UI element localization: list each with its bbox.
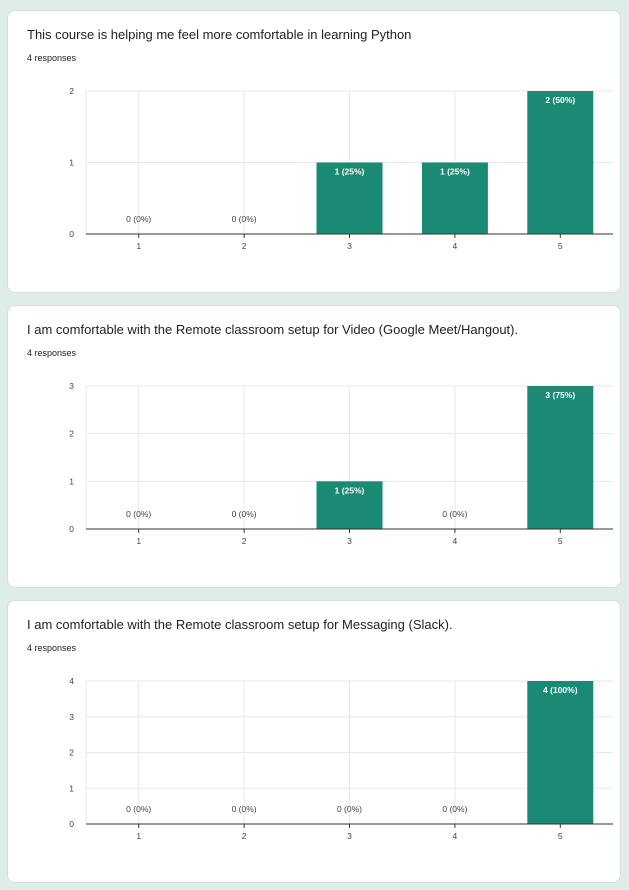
bar-data-label: 0 (0%) [232,804,257,814]
question-card-2: I am comfortable with the Remote classro… [7,305,621,588]
y-tick-label: 0 [69,229,74,239]
question-title: This course is helping me feel more comf… [27,27,412,42]
y-tick-label: 3 [69,381,74,391]
x-tick-label: 1 [136,831,141,841]
x-tick-label: 5 [558,536,563,546]
y-tick-label: 2 [69,429,74,439]
y-tick-label: 1 [69,783,74,793]
x-tick-label: 4 [453,536,458,546]
bar [421,162,488,234]
y-tick-label: 3 [69,712,74,722]
x-tick-label: 2 [242,241,247,251]
y-tick-label: 1 [69,158,74,168]
bar-data-label: 0 (0%) [126,804,151,814]
bar-chart: 0 1 2 3 0 (0%) 0 (0%) 1 (25%) 0 (0%) 3 (75%) 1 2 3 4… [69,381,613,546]
question-title: I am comfortable with the Remote classro… [27,617,453,632]
bar-data-label: 3 (75%) [545,390,575,400]
x-tick-label: 2 [242,536,247,546]
bar-data-label: 0 (0%) [232,509,257,519]
x-tick-label: 1 [136,536,141,546]
response-count: 4 responses [27,53,77,63]
x-tick-label: 2 [242,831,247,841]
bar-data-label: 1 (25%) [335,167,365,177]
bar [527,91,594,234]
bar-data-label: 0 (0%) [126,509,151,519]
y-tick-label: 2 [69,748,74,758]
question-card-3: I am comfortable with the Remote classro… [7,600,621,883]
response-count: 4 responses [27,643,77,653]
bar-data-label: 2 (50%) [545,95,575,105]
x-tick-label: 1 [136,241,141,251]
y-tick-label: 0 [69,524,74,534]
bar-data-label: 0 (0%) [442,509,467,519]
y-tick-label: 1 [69,476,74,486]
bar [527,386,594,529]
question-card-1: This course is helping me feel more comf… [7,10,621,293]
x-tick-label: 5 [558,241,563,251]
bar [316,162,383,234]
y-tick-label: 4 [69,676,74,686]
x-tick-label: 5 [558,831,563,841]
y-tick-label: 2 [69,86,74,96]
x-tick-label: 3 [347,536,352,546]
bar [316,481,383,529]
bar-data-label: 1 (25%) [440,167,470,177]
x-tick-label: 3 [347,831,352,841]
bar-data-label: 0 (0%) [232,214,257,224]
bar-data-label: 0 (0%) [337,804,362,814]
bar-data-label: 0 (0%) [126,214,151,224]
x-tick-label: 4 [453,241,458,251]
bar-data-label: 4 (100%) [543,685,578,695]
bar-chart: 0 1 2 3 4 0 (0%) 0 (0%) 0 (0%) 0 (0%) 4 (100%) 1 2 3… [69,676,613,841]
bar-data-label: 0 (0%) [442,804,467,814]
x-tick-label: 3 [347,241,352,251]
response-count: 4 responses [27,348,77,358]
y-tick-label: 0 [69,819,74,829]
bar [527,681,594,824]
x-tick-label: 4 [453,831,458,841]
bar-data-label: 1 (25%) [335,485,365,495]
question-title: I am comfortable with the Remote classro… [27,322,519,337]
bar-chart: 0 1 2 0 (0%) 0 (0%) 1 (25%) 1 (25%) 2 (50%) 1 2 3 4… [69,86,613,251]
